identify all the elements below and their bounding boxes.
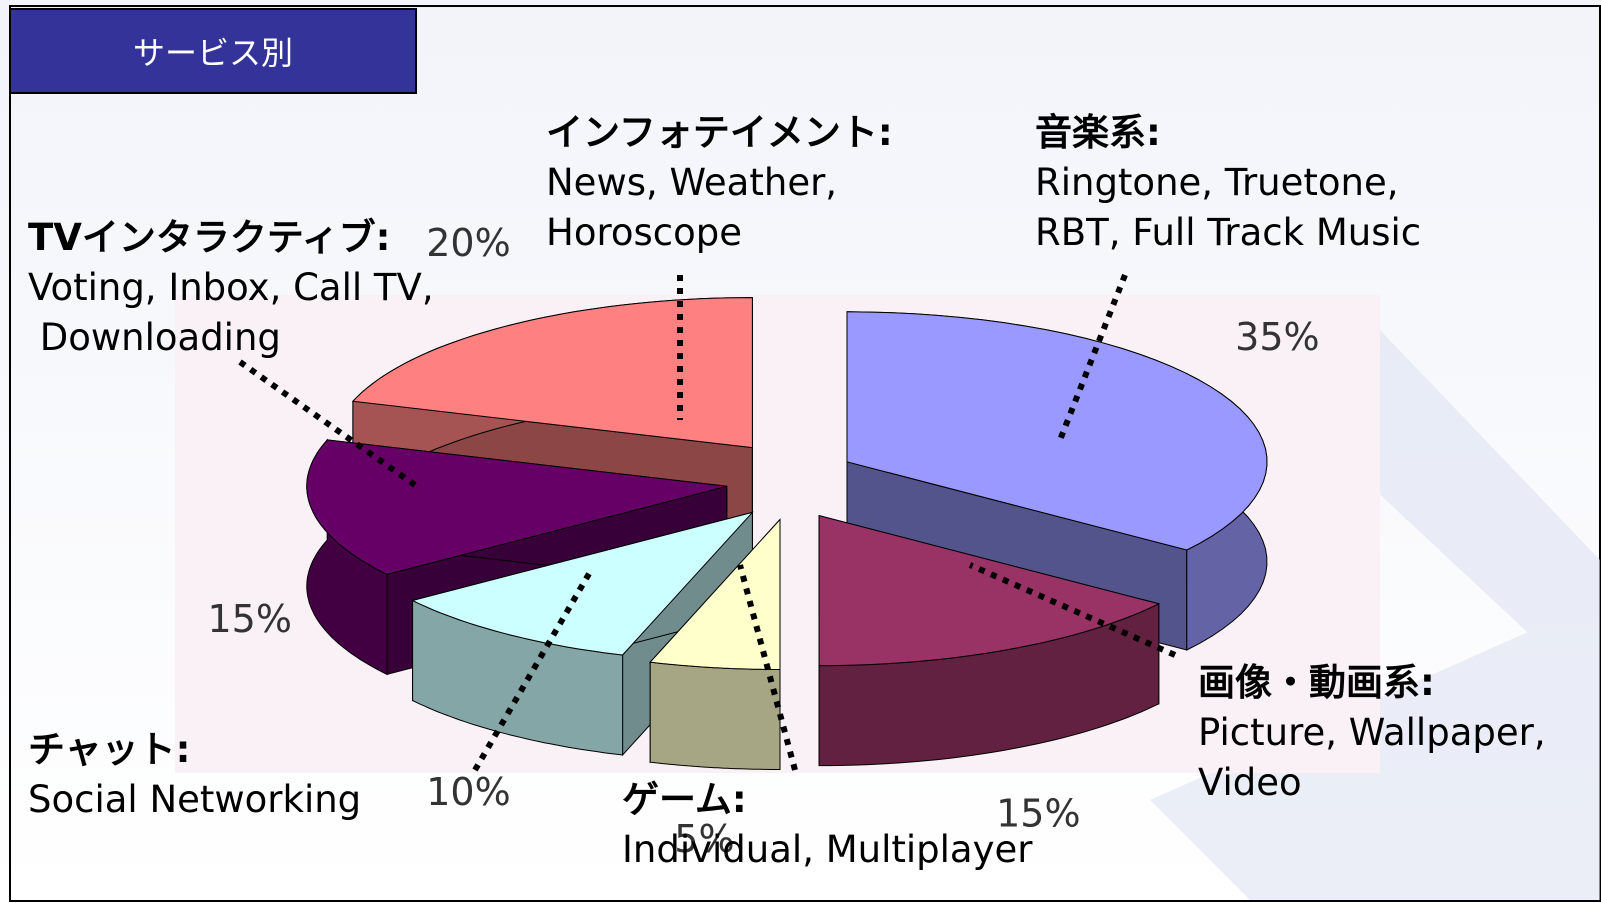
value-label: 15%: [208, 597, 292, 641]
category-description: RBT, Full Track Music: [1035, 211, 1422, 254]
callout: インフォテイメント: News, Weather, Horoscope: [546, 108, 893, 258]
category-description: Individual, Multiplayer: [622, 828, 1033, 871]
value-label: 15%: [996, 792, 1080, 836]
leader-line: [737, 564, 798, 771]
value-label: 20%: [426, 221, 510, 265]
category-description: Horoscope: [546, 211, 743, 254]
value-label: 5%: [674, 817, 734, 861]
category-description: Voting, Inbox, Call TV,: [28, 266, 434, 309]
callout: 画像・動画系: Picture, Wallpaper, Video: [1198, 658, 1546, 808]
callout: チャット: Social Networking: [28, 725, 361, 825]
value-label: 10%: [426, 770, 510, 814]
callout: ゲーム: Individual, Multiplayer: [622, 775, 1032, 875]
leaders: [238, 273, 1177, 772]
slice: [306, 439, 727, 575]
value-label: 35%: [1235, 315, 1319, 359]
category-label: インフォテイメント:: [546, 111, 893, 154]
category-label: 画像・動画系:: [1198, 661, 1435, 704]
category-description: Social Networking: [28, 778, 362, 821]
leader-line: [238, 359, 417, 488]
category-description: News, Weather,: [546, 161, 838, 204]
category-description: Video: [1198, 761, 1302, 804]
category-label: ゲーム:: [622, 778, 747, 821]
callout: 音楽系: Ringtone, Truetone, RBT, Full Track M…: [1035, 108, 1421, 258]
category-label: 音楽系:: [1035, 111, 1161, 154]
slice-side: [649, 661, 781, 770]
slice: [351, 297, 753, 449]
frame: [9, 5, 1601, 902]
slice: [411, 511, 754, 656]
category-description: Picture, Wallpaper,: [1198, 711, 1546, 754]
leader-line: [1057, 273, 1128, 442]
slice: [846, 311, 1268, 551]
chart-title: サービス別: [9, 8, 417, 94]
slice: [649, 518, 781, 670]
category-label: チャット:: [28, 728, 191, 771]
category-label: TVインタラクティブ:: [28, 216, 391, 259]
slice: [818, 514, 1161, 667]
callout: TVインタラクティブ: Voting, Inbox, Call TV, Downl…: [28, 213, 434, 363]
category-description: Ringtone, Truetone,: [1035, 161, 1399, 204]
leader-line: [968, 562, 1177, 658]
category-description: Downloading: [28, 316, 281, 359]
